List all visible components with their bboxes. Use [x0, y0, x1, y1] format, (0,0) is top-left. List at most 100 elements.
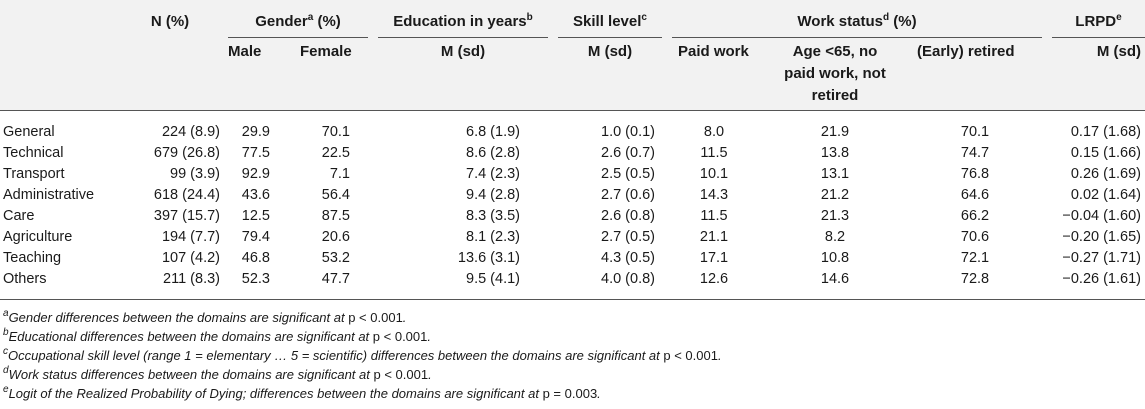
footnote: bEducational differences between the dom… [3, 328, 431, 345]
cell-lrpd: −0.27 (1.71) [1062, 250, 1141, 266]
cell-skill: 1.0 (0.1) [601, 124, 655, 140]
footnote-text: Occupational skill level (range 1 = elem… [8, 348, 664, 363]
table-bottom-rule [0, 299, 1145, 300]
cell-education: 6.8 (1.9) [466, 124, 520, 140]
cell-lrpd: 0.17 (1.68) [1070, 124, 1141, 140]
cell-n: 194 (7.7) [161, 229, 220, 245]
subheader-education-msd: M (sd) [440, 43, 486, 60]
subheader-skill-msd: M (sd) [587, 43, 633, 60]
footnote-end: . [402, 310, 407, 325]
cell-male: 29.9 [241, 124, 270, 140]
footnote: aGender differences between the domains … [3, 309, 406, 326]
cell-skill: 2.6 (0.8) [601, 208, 655, 224]
lrpd-underline [1052, 37, 1145, 38]
cell-lrpd: 0.02 (1.64) [1070, 187, 1141, 203]
header-band [0, 0, 1145, 110]
cell-age65: 21.2 [820, 187, 850, 203]
footnote: eLogit of the Realized Probability of Dy… [3, 385, 601, 402]
cell-male: 43.6 [241, 187, 270, 203]
table-row: General 224 (8.9) 29.9 70.1 6.8 (1.9) 1.0 (0.… [0, 122, 1145, 143]
footnote-end: . [597, 386, 601, 401]
footnote-p-value: p < 0.001 [348, 310, 403, 325]
cell-skill: 2.7 (0.6) [601, 187, 655, 203]
subheader-paid-work: Paid work [678, 43, 749, 60]
cell-n: 211 (8.3) [163, 271, 220, 287]
cell-age65: 21.3 [820, 208, 850, 224]
cell-skill: 2.5 (0.5) [601, 166, 655, 182]
cell-retired: 66.2 [960, 208, 990, 224]
cell-lrpd: −0.20 (1.65) [1062, 229, 1141, 245]
cell-lrpd: 0.15 (1.66) [1070, 145, 1141, 161]
cell-n: 99 (3.9) [170, 166, 220, 182]
cell-retired: 70.1 [960, 124, 990, 140]
cell-age65: 14.6 [820, 271, 850, 287]
cell-female: 56.4 [321, 187, 350, 203]
cell-paid-work: 10.1 [699, 166, 729, 182]
footnote-marker: e [3, 384, 9, 395]
cell-age65: 10.8 [820, 250, 850, 266]
footnote-p-value: p = 0.003 [542, 386, 598, 401]
footnote-text: Educational differences between the doma… [8, 329, 373, 344]
table-row: Technical 679 (26.8) 77.5 22.5 8.6 (2.8) 2.6 … [0, 143, 1145, 164]
cell-paid-work: 11.5 [700, 208, 728, 224]
header-n: N (%) [150, 13, 190, 30]
cell-male: 77.5 [241, 145, 270, 161]
table-row: Administrative 618 (24.4) 43.6 56.4 9.4 (2.8… [0, 185, 1145, 206]
footnote-p-value: p < 0.001 [663, 348, 718, 363]
cell-paid-work: 8.0 [703, 124, 725, 140]
cell-skill: 4.0 (0.8) [601, 271, 655, 287]
footnote: dWork status differences between the dom… [3, 366, 432, 383]
cell-lrpd: −0.04 (1.60) [1062, 208, 1141, 224]
cell-n: 397 (15.7) [153, 208, 220, 224]
cell-age65: 21.9 [820, 124, 850, 140]
header-bottom-rule [0, 110, 1145, 111]
footnote: cOccupational skill level (range 1 = ele… [3, 347, 722, 364]
header-skill: Skill levelc [573, 12, 647, 31]
table-row: Others 211 (8.3) 52.3 47.7 9.5 (4.1) 4.0 (0.8… [0, 269, 1145, 290]
cell-female: 47.7 [321, 271, 350, 287]
table-row: Transport 99 (3.9) 92.9 7.1 7.4 (2.3) 2.5 (0.… [0, 164, 1145, 185]
footnote-end: . [427, 329, 431, 344]
footnote-text: Work status differences between the doma… [8, 367, 374, 382]
cell-paid-work: 11.5 [700, 145, 728, 161]
cell-domain: General [3, 124, 55, 140]
cell-lrpd: 0.26 (1.69) [1070, 166, 1141, 182]
table-row: Care 397 (15.7) 12.5 87.5 8.3 (3.5) 2.6 (0.8)… [0, 206, 1145, 227]
cell-retired: 72.8 [960, 271, 990, 287]
cell-education: 13.6 (3.1) [457, 250, 520, 266]
cell-male: 12.5 [241, 208, 270, 224]
cell-domain: Teaching [3, 250, 62, 266]
cell-female: 20.6 [321, 229, 350, 245]
footnote-text: Gender differences between the domains a… [8, 310, 349, 325]
cell-retired: 70.6 [960, 229, 990, 245]
cell-domain: Others [3, 271, 47, 287]
subheader-female: Female [300, 43, 352, 60]
cell-age65: 13.8 [820, 145, 850, 161]
cell-female: 53.2 [321, 250, 350, 266]
work-status-underline [672, 37, 1042, 38]
header-lrpd: LRPDe [1075, 12, 1122, 31]
cell-education: 8.6 (2.8) [466, 145, 520, 161]
cell-domain: Administrative [3, 187, 95, 203]
footnote-p-value: p < 0.001 [373, 367, 429, 382]
footnote-p-value: p < 0.001 [372, 329, 428, 344]
cell-lrpd: −0.26 (1.61) [1062, 271, 1141, 287]
cell-paid-work: 21.1 [699, 229, 729, 245]
cell-retired: 76.8 [960, 166, 990, 182]
cell-male: 46.8 [241, 250, 270, 266]
cell-age65: 8.2 [824, 229, 846, 245]
table-row: Teaching 107 (4.2) 46.8 53.2 13.6 (3.1) 4.3 (… [0, 248, 1145, 269]
footnote-marker: c [3, 346, 8, 357]
cell-education: 8.1 (2.3) [466, 229, 520, 245]
footnote-end: . [717, 348, 722, 363]
header-education: Education in yearsb [393, 12, 533, 31]
cell-education: 7.4 (2.3) [466, 166, 520, 182]
cell-male: 92.9 [241, 166, 270, 182]
cell-female: 22.5 [321, 145, 350, 161]
cell-skill: 4.3 (0.5) [601, 250, 655, 266]
cell-n: 679 (26.8) [153, 145, 220, 161]
skill-underline [558, 37, 662, 38]
cell-retired: 64.6 [960, 187, 990, 203]
cell-age65: 13.1 [820, 166, 850, 182]
